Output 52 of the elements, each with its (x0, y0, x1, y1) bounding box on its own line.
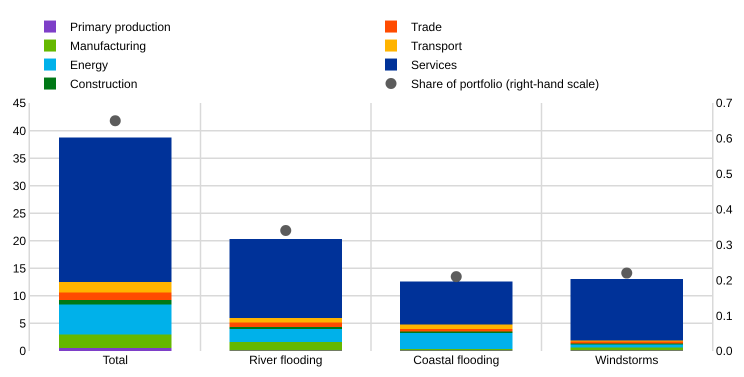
bar (58, 334, 172, 348)
y-tick-label: 40 (12, 124, 26, 138)
bar (400, 332, 513, 349)
legend-label: Services (411, 58, 458, 72)
legend-label: Trade (411, 20, 442, 34)
bar (229, 322, 342, 328)
bar (58, 292, 172, 300)
point (621, 268, 632, 279)
point (110, 115, 121, 126)
y2-tick-label: 0.1 (716, 308, 733, 323)
y-tick-label: 10 (12, 289, 26, 304)
bar (58, 138, 172, 282)
y-tick-label: 5 (19, 316, 26, 331)
legend-label: Share of portfolio (right-hand scale) (411, 77, 600, 92)
legend-label: Manufacturing (70, 39, 146, 54)
legend-label: Primary production (70, 20, 171, 34)
y2-tick-label: 0.7 (716, 96, 733, 110)
y2-tick-label: 0.5 (716, 167, 733, 182)
y-tick-label: 0 (19, 344, 26, 358)
x-tick-label: Windstorms (595, 353, 658, 367)
y-tick-label: 25 (12, 206, 26, 220)
x-tick-label: River flooding (249, 353, 322, 367)
x-tick-label: Total (102, 353, 128, 367)
point (450, 271, 462, 282)
y-tick-label: 15 (12, 262, 26, 276)
legend-label: Energy (70, 58, 108, 72)
y2-tick-label: 0.3 (716, 238, 733, 252)
bar (58, 348, 172, 351)
bar (229, 328, 342, 342)
bar (58, 300, 172, 304)
bar (229, 318, 342, 322)
x-tick-label: Coastal flooding (413, 353, 500, 367)
y2-tick-label: 0.0 (716, 344, 733, 358)
y2-tick-label: 0.2 (716, 273, 733, 288)
bar (58, 304, 172, 335)
bar (570, 278, 684, 340)
bar (229, 342, 342, 350)
bar (229, 239, 342, 318)
y-tick-label: 35 (12, 151, 26, 166)
bar (58, 282, 172, 293)
bar (400, 281, 513, 325)
y-tick-label: 45 (12, 96, 26, 110)
y-tick-label: 30 (12, 178, 26, 193)
bar (570, 347, 684, 351)
y2-tick-label: 0.4 (716, 202, 733, 216)
y2-tick-label: 0.6 (716, 132, 733, 146)
legend-label: Construction (70, 77, 138, 92)
bar (400, 324, 513, 330)
y-tick-label: 20 (12, 234, 26, 248)
legend-label: Transport (411, 39, 463, 54)
bar (570, 344, 684, 348)
point (280, 225, 292, 236)
